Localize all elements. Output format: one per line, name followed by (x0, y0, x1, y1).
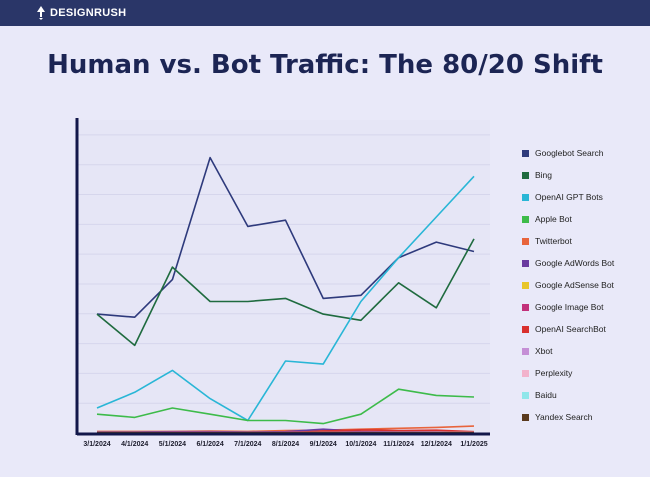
legend-swatch (522, 369, 529, 377)
legend-item: Twitterbot (522, 230, 647, 252)
x-tick-label: 1/1/2025 (460, 441, 487, 448)
legend-label: OpenAI SearchBot (535, 324, 606, 334)
x-tick-label: 10/1/2024 (345, 441, 376, 448)
legend-label: Google AdSense Bot (535, 280, 614, 290)
legend-swatch (522, 193, 529, 201)
legend-swatch (522, 215, 529, 223)
legend-label: Google AdWords Bot (535, 258, 615, 268)
legend-label: Bing (535, 170, 553, 180)
legend-label: Googlebot Search (535, 148, 604, 158)
legend-item: Google AdSense Bot (522, 274, 647, 296)
legend-swatch (522, 303, 529, 311)
legend-swatch (522, 391, 529, 399)
legend-item: Yandex Search (522, 406, 647, 428)
series-line (96, 175, 475, 422)
x-tick-label: 8/1/2024 (272, 441, 299, 448)
legend-swatch (522, 171, 529, 179)
x-tick-label: 7/1/2024 (234, 441, 261, 448)
legend-label: Perplexity (535, 368, 573, 378)
legend-swatch (522, 347, 529, 355)
legend-swatch (522, 325, 529, 333)
legend-swatch (522, 237, 529, 245)
chart-legend: Googlebot Search Bing OpenAI GPT Bots Apple… (522, 142, 647, 428)
legend-item: OpenAI GPT Bots (522, 186, 647, 208)
legend-label: Apple Bot (535, 214, 572, 224)
rocket-icon (37, 6, 45, 20)
legend-item: Perplexity (522, 362, 647, 384)
legend-label: OpenAI GPT Bots (535, 192, 603, 202)
legend-label: Yandex Search (535, 412, 593, 422)
legend-swatch (522, 259, 529, 267)
x-tick-label: 9/1/2024 (310, 441, 337, 448)
legend-item: Googlebot Search (522, 142, 647, 164)
legend-item: Google AdWords Bot (522, 252, 647, 274)
series-line (96, 238, 475, 347)
legend-item: Apple Bot (522, 208, 647, 230)
legend-label: Baidu (535, 390, 557, 400)
series-line (96, 388, 475, 425)
legend-swatch (522, 281, 529, 289)
x-tick-label: 5/1/2024 (159, 441, 186, 448)
x-tick-label: 12/1/2024 (421, 441, 452, 448)
x-tick-label: 3/1/2024 (83, 441, 110, 448)
legend-label: Google Image Bot (535, 302, 604, 312)
plot-area (77, 120, 490, 433)
legend-label: Twitterbot (535, 236, 572, 246)
x-tick-label: 6/1/2024 (196, 441, 223, 448)
legend-label: Xbot (535, 346, 553, 356)
legend-item: Baidu (522, 384, 647, 406)
legend-swatch (522, 149, 529, 157)
legend-item: Xbot (522, 340, 647, 362)
brand-logo: DESIGNRUSH (36, 6, 126, 20)
brand-name: DESIGNRUSH (50, 7, 127, 19)
legend-item: OpenAI SearchBot (522, 318, 647, 340)
legend-item: Google Image Bot (522, 296, 647, 318)
top-bar: DESIGNRUSH (0, 0, 650, 26)
chart-title: Human vs. Bot Traffic: The 80/20 Shift (47, 50, 603, 80)
x-tick-label: 11/1/2024 (383, 441, 414, 448)
x-tick-label: 4/1/2024 (121, 441, 148, 448)
legend-item: Bing (522, 164, 647, 186)
legend-swatch (522, 413, 529, 421)
